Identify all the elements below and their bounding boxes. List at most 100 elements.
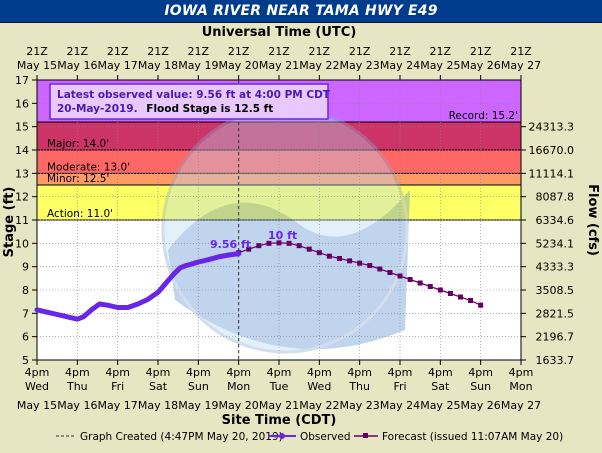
stage-tick-label: 8: [22, 284, 29, 297]
local-tick-dow: Sun: [470, 380, 491, 393]
forecast-point: [417, 280, 423, 286]
latest-observation-box: Latest observed value: 9.56 ft at 4:00 P…: [49, 83, 331, 120]
flow-tick-label: 24313.3: [529, 121, 575, 134]
forecast-point: [347, 258, 353, 264]
observed-point: [105, 302, 110, 308]
utc-tick-date: May 16: [57, 59, 97, 72]
observed-point: [65, 314, 70, 320]
forecast-point: [357, 260, 363, 266]
forecast-point: [377, 266, 383, 272]
legend-created-label: Graph Created (4:47PM May 20, 2019): [80, 431, 283, 443]
local-tick-date: May 27: [501, 399, 541, 412]
local-tick-time: 4pm: [388, 366, 413, 379]
observed-point: [125, 305, 130, 310]
observed-point: [177, 265, 183, 271]
observed-point: [34, 307, 40, 313]
stage-tick-label: 6: [22, 331, 29, 344]
utc-tick-time: 21Z: [309, 45, 331, 58]
info-flood-stage: Flood Stage is 12.5 ft: [146, 103, 273, 115]
local-tick-time: 4pm: [105, 366, 130, 379]
forecast-point: [397, 273, 403, 279]
threshold-label-record: Record: 15.2': [449, 110, 518, 122]
flow-tick-label: 5234.1: [536, 237, 575, 250]
local-tick-dow: Sun: [188, 380, 209, 393]
legend-observed-marker: [279, 433, 285, 439]
observed-point: [196, 259, 201, 265]
utc-tick-time: 21Z: [510, 45, 532, 58]
local-tick-date: May 22: [299, 399, 339, 412]
utc-tick-time: 21Z: [188, 45, 210, 58]
flow-tick-label: 11114.1: [529, 167, 575, 180]
flow-tick-label: 2196.7: [536, 331, 575, 344]
stage-axis-ticks: 5 6 7 8 9 10 11 12 13 14 15 16 17: [15, 74, 37, 367]
local-tick-time: 4pm: [307, 366, 332, 379]
local-tick-dow: Thu: [348, 380, 370, 393]
utc-tick-time: 21Z: [67, 45, 89, 58]
chart-title: IOWA RIVER NEAR TAMA HWY E49: [164, 3, 438, 19]
observed-point: [54, 312, 60, 317]
threshold-label-minor: Minor: 12.5': [47, 173, 109, 185]
local-tick-date: May 24: [380, 399, 420, 412]
legend-forecast-label: Forecast (issued 11:07AM May 20): [382, 431, 563, 443]
forecast-point: [316, 250, 322, 256]
stage-tick-label: 9: [22, 261, 29, 274]
local-tick-time: 4pm: [226, 366, 251, 379]
local-tick-time: 4pm: [468, 366, 493, 379]
stage-tick-label: 12: [15, 191, 29, 204]
local-tick-time: 4pm: [267, 366, 292, 379]
flow-tick-label: 8087.8: [536, 191, 575, 204]
local-tick-dow: Sat: [149, 380, 168, 393]
local-tick-date: May 18: [138, 399, 178, 412]
legend-forecast-marker: [363, 433, 368, 438]
forecast-series: [236, 240, 484, 308]
forecast-point: [337, 256, 342, 261]
observed-point: [44, 309, 50, 315]
observed-point: [163, 280, 169, 286]
observed-point: [115, 305, 120, 310]
utc-tick-date: May 25: [420, 59, 460, 72]
forecast-point: [407, 277, 413, 282]
local-tick-date: May 26: [461, 399, 501, 412]
threshold-label-moderate: Moderate: 13.0': [47, 161, 130, 173]
utc-tick-date: May 18: [138, 59, 178, 72]
utc-tick-date: May 23: [340, 59, 380, 72]
utc-tick-time: 21Z: [147, 45, 169, 58]
forecast-point: [468, 298, 474, 303]
local-tick-time: 4pm: [186, 366, 211, 379]
stage-tick-label: 11: [15, 214, 29, 227]
stage-tick-label: 17: [15, 74, 29, 87]
observed-point: [75, 316, 80, 322]
local-tick-time: 4pm: [65, 366, 90, 379]
stage-axis-title: Stage (ft): [2, 187, 17, 258]
local-axis-title: Site Time (CDT): [222, 413, 337, 428]
latest-value-annotation: 9.56 ft: [210, 238, 251, 251]
forecast-point: [276, 240, 282, 246]
stage-tick-label: 13: [15, 167, 29, 180]
observed-series: [34, 251, 242, 322]
forecast-point: [437, 287, 443, 293]
local-tick-time: 4pm: [146, 366, 171, 379]
band-major: [37, 122, 521, 150]
observed-point: [135, 301, 141, 307]
flow-axis-title: Flow (cfs): [585, 184, 600, 256]
flow-tick-label: 16670.0: [529, 144, 575, 157]
flow-tick-label: 2821.5: [536, 307, 575, 320]
forecast-point: [427, 284, 433, 289]
local-tick-dow: Tue: [269, 380, 289, 393]
local-tick-date: May 21: [259, 399, 299, 412]
local-tick-date: May 16: [57, 399, 97, 412]
threshold-label-action: Action: 11.0': [47, 208, 113, 220]
local-tick-dow: Fri: [393, 380, 406, 393]
stage-tick-label: 5: [22, 354, 29, 367]
band-action: [37, 185, 521, 220]
forecast-point: [306, 246, 312, 252]
info-line-2: 20-May-2019. Flood Stage is 12.5 ft: [57, 103, 273, 115]
flow-axis-ticks: 1633.7 2196.7 2821.5 3508.5 4333.3 5234.1 6334…: [521, 121, 574, 367]
local-tick-dow: Fri: [111, 380, 124, 393]
local-tick-time: 4pm: [347, 366, 372, 379]
observed-point: [184, 263, 189, 268]
forecast-point: [367, 263, 373, 268]
utc-tick-date: May 19: [178, 59, 218, 72]
utc-axis-title: Universal Time (UTC): [202, 25, 357, 40]
local-tick-dow: Wed: [307, 380, 331, 393]
